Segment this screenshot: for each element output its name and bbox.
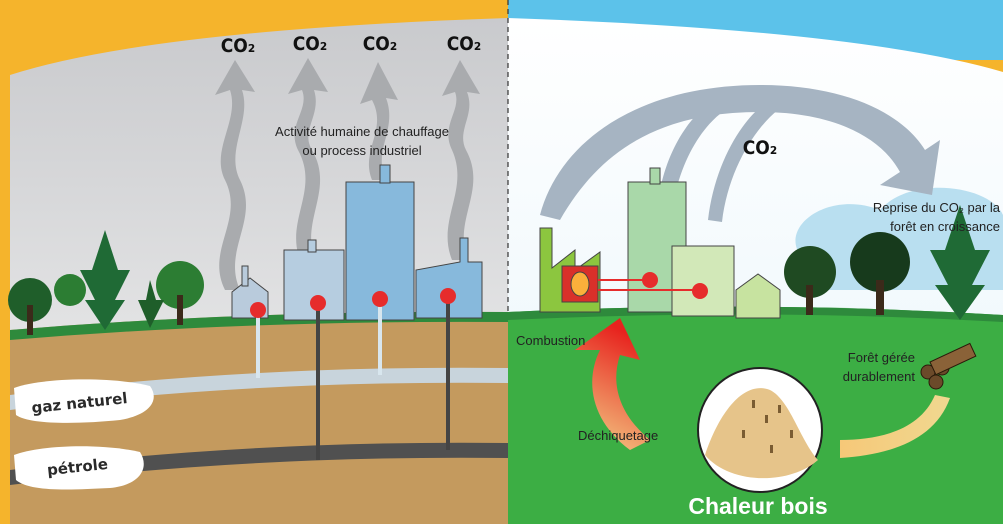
wood-cycle-part [920,342,977,390]
factories-right-part [642,272,658,288]
factories-right-part [671,245,735,317]
wood-cycle-part-part [929,342,977,376]
forest-label: durablement [843,369,916,384]
forest-label: Forêt gérée [848,350,915,365]
smoke-arrows-part [360,62,398,180]
factories-right-part [649,167,661,185]
caption-line: ou process industriel [302,143,421,158]
wood-cycle-part-part [765,415,768,423]
caption-line: Activité humaine de chauffage [275,124,449,139]
co2-label: CO₂ [363,33,398,55]
left-ground-part [14,379,154,423]
co2-label: CO₂ [293,33,328,55]
smoke-arrows-part [215,60,255,290]
wood-cycle-part [840,395,950,458]
factories-right-part [570,271,590,297]
wood-cycle-part-part [778,405,781,413]
wood-cycle [575,318,977,493]
left-ground [10,311,508,524]
wood-cycle-part [575,318,650,450]
pipes-left-part [440,288,456,304]
factories-left [231,164,483,321]
trees-part [930,205,990,320]
factories-left-part [415,237,483,319]
trees-part [8,278,52,322]
left-ground-part [10,367,508,410]
pipes-left [250,288,456,460]
trees [8,205,990,335]
factories-right [539,167,781,319]
trees-part [54,274,86,306]
trees-part [27,305,33,335]
trees-part [80,230,130,330]
caption-line: forêt en croissance [890,219,1000,234]
co2-label: CO₂ [221,35,256,57]
wood-cycle-part-part [752,400,755,408]
smoke-arrows-part [288,58,328,260]
factories-left-part [379,164,391,184]
pipes-left-part [310,295,326,311]
trees-part [876,280,884,315]
smoke-arrows-part [708,100,778,222]
trees-part [138,280,164,328]
wood-cycle-part-part [742,430,745,438]
trees-part [177,295,183,325]
factories-left-part [307,239,317,253]
pipes-left-part [372,291,388,307]
trees-part [784,246,836,298]
chipping-label: Déchiquetage [578,428,658,443]
wood-cycle-part-part [928,374,944,390]
co2-label: CO₂ [447,33,482,55]
combustion-label: Combustion [516,333,585,348]
caption-line: Reprise du CO₂ par la [873,200,1001,215]
wood-cycle-part [705,388,818,479]
smoke-arrows-part [540,85,940,220]
factories-left-part [241,265,249,287]
wood-cycle-part-part [770,445,773,453]
wood-cycle-part-part [790,430,793,438]
trees-part [850,232,910,292]
pipes-left-part [250,302,266,318]
trees-part [156,261,204,309]
co2-label: CO₂ [743,137,778,159]
smoke-arrows-part [442,60,480,260]
factories-right-part [735,273,781,319]
left-ground-part [10,442,508,485]
factories-right-part [692,283,708,299]
left-ground-part [14,446,144,490]
trees-part [806,285,813,315]
section-title: Chaleur bois [688,493,827,519]
smoke-arrows [215,58,940,290]
wood-cycle-part [742,400,793,453]
smoke-arrows-part [660,95,735,195]
